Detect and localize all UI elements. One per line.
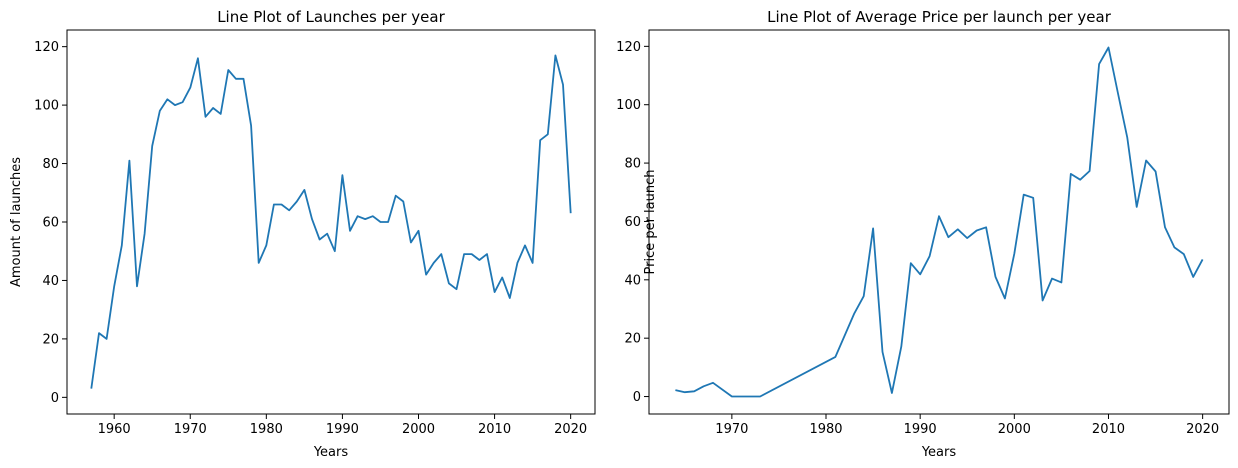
y-tick-label: 100	[34, 99, 59, 114]
series-line	[675, 46, 1204, 398]
x-tick-label: 2020	[1186, 422, 1219, 437]
x-tick-label: 2020	[554, 422, 587, 437]
y-tick-label: 40	[624, 273, 641, 288]
plot-area-frame	[648, 29, 1230, 415]
y-tick-label: 40	[42, 274, 59, 289]
chart-title: Line Plot of Average Price per launch pe…	[767, 8, 1112, 26]
chart-panel-1: Line Plot of Launches per year 1960 1970 19…	[9, 8, 596, 460]
x-tick-label: 2000	[402, 422, 435, 437]
x-tick-label: 1960	[98, 422, 131, 437]
y-tick-label: 120	[616, 40, 641, 55]
y-tick-label: 100	[616, 98, 641, 113]
y-tick-label: 80	[624, 157, 641, 172]
y-tick-label: 20	[42, 332, 59, 347]
x-axis-label: Years	[313, 445, 349, 460]
x-axis-label: Years	[921, 445, 957, 460]
y-tick-label: 20	[624, 332, 641, 347]
x-tick-label: 1990	[904, 422, 937, 437]
y-tick-label: 60	[42, 216, 59, 231]
y-tick-label: 0	[51, 391, 59, 406]
x-tick-label: 2000	[998, 422, 1031, 437]
chart-title: Line Plot of Launches per year	[217, 8, 445, 26]
x-tick-label: 2010	[1092, 422, 1125, 437]
x-tick-label: 1980	[250, 422, 283, 437]
x-tick-label: 1970	[715, 422, 748, 437]
y-tick-label: 80	[42, 157, 59, 172]
x-tick-label: 2010	[478, 422, 511, 437]
x-tick-label: 1990	[326, 422, 359, 437]
x-tick-label: 1970	[174, 422, 207, 437]
y-axis-label: Price per launch	[643, 169, 658, 274]
y-tick-label: 0	[633, 390, 641, 405]
y-tick-label: 120	[34, 40, 59, 55]
series-line	[90, 54, 572, 389]
x-tick-label: 1980	[809, 422, 842, 437]
y-axis-label: Amount of launches	[9, 157, 24, 287]
chart-panel-2: Line Plot of Average Price per launch pe…	[616, 8, 1230, 460]
y-tick-label: 60	[624, 215, 641, 230]
